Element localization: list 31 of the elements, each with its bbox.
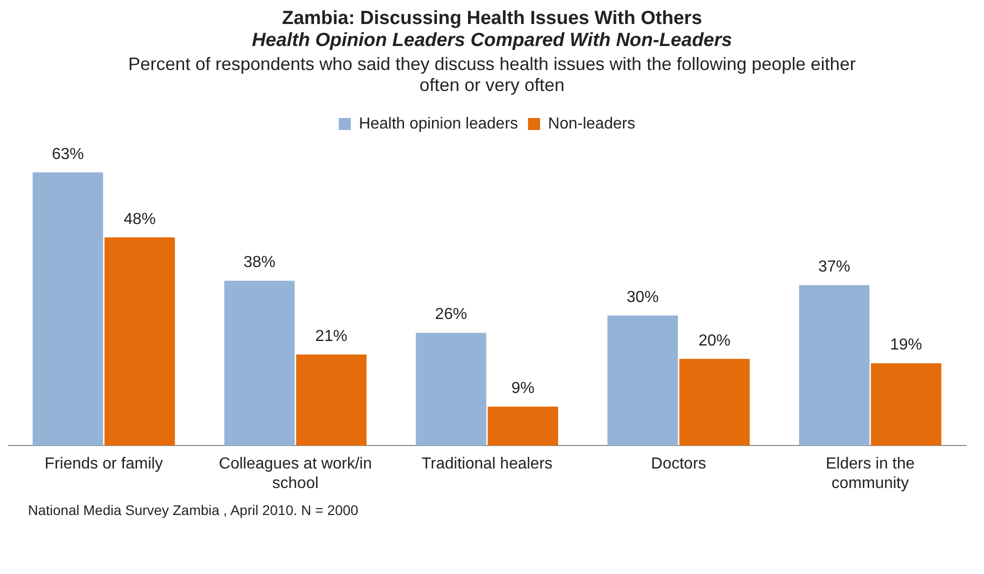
chart-subtitle: Health Opinion Leaders Compared With Non-Leaders: [250, 30, 734, 52]
text: Percent of respondents who said they discuss health issues with the following people either often or very often: [127, 54, 857, 96]
x-tick-label: Elders in the community: [826, 456, 915, 492]
x-tick-label: Doctors: [651, 456, 706, 473]
legend-label: Non-leaders: [548, 115, 636, 132]
data-label: 9%: [511, 380, 534, 397]
legend-label: Health opinion leaders: [358, 115, 518, 132]
bar: [607, 315, 678, 446]
data-label: 30%: [626, 288, 659, 306]
bar: [679, 358, 750, 446]
bar: [799, 285, 870, 446]
bar: [32, 172, 104, 446]
data-label: 37%: [818, 258, 850, 276]
data-label: 20%: [698, 332, 731, 350]
bar: [296, 354, 367, 446]
bar: [870, 363, 942, 446]
bar: [224, 280, 295, 446]
data-label: 38%: [243, 254, 276, 272]
text: National Media Survey Zambia , April 2010. N = 2000: [28, 502, 360, 518]
chart-title: Zambia: Discussing Health Issues With Others: [280, 8, 704, 30]
data-label: 19%: [890, 336, 922, 354]
data-label: 26%: [435, 306, 468, 324]
x-tick-label: Friends or family: [44, 456, 163, 473]
bar: [416, 332, 486, 446]
data-label: 48%: [124, 210, 156, 228]
data-label: 21%: [315, 328, 348, 345]
bar: [488, 406, 558, 446]
x-tick-label: Traditional healers: [421, 456, 553, 473]
bar: [104, 237, 175, 446]
data-label: 63%: [52, 146, 84, 163]
x-tick-label: Colleagues at work/in school: [218, 456, 372, 492]
